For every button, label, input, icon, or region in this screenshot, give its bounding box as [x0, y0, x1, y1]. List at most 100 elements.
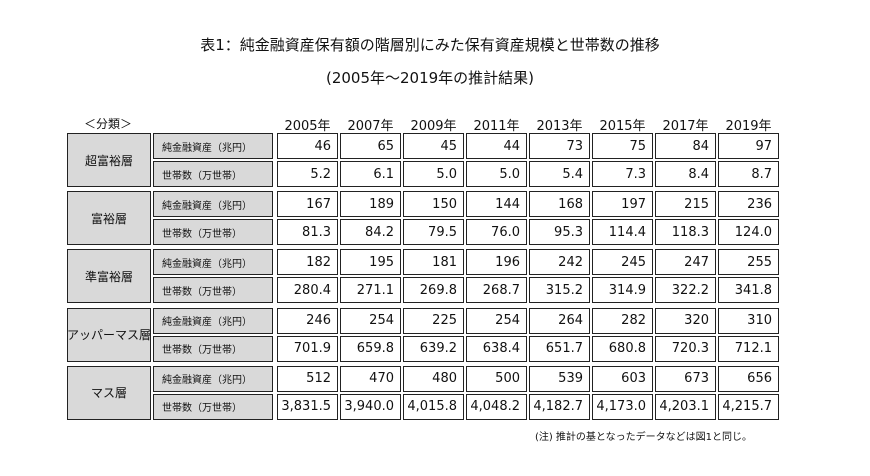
value-cell: 651.7	[529, 335, 590, 362]
category-label: ＜分類＞	[84, 117, 133, 131]
value-cell: 197	[592, 191, 653, 218]
value-cell: 254	[466, 307, 527, 334]
value-cell: 196	[466, 249, 527, 276]
value-cell: 638.4	[466, 335, 527, 362]
value-cell: 8.4	[655, 161, 716, 187]
value-cell: 7.3	[592, 161, 653, 187]
value-cell: 254	[340, 307, 401, 334]
group-name: マス層	[67, 365, 151, 420]
value-cell: 189	[340, 191, 401, 218]
value-cell: 500	[466, 365, 527, 392]
value-cell: 195	[340, 249, 401, 276]
value-cell: 95.3	[529, 219, 590, 246]
value-cell: 144	[466, 191, 527, 218]
value-cell: 114.4	[592, 219, 653, 246]
value-cell: 8.7	[718, 161, 779, 187]
row-label: 純金融資産（兆円）	[153, 365, 273, 392]
value-cell: 310	[718, 307, 779, 334]
year-header: 2011年	[473, 119, 520, 134]
value-cell: 255	[718, 249, 779, 276]
group-name: アッパーマス層	[67, 307, 151, 362]
value-cell: 97	[718, 133, 779, 159]
value-cell: 315.2	[529, 277, 590, 304]
row-label: 世帯数（万世帯）	[153, 277, 273, 304]
value-cell: 246	[277, 307, 338, 334]
row-label: 世帯数（万世帯）	[153, 219, 273, 246]
value-cell: 539	[529, 365, 590, 392]
value-cell: 314.9	[592, 277, 653, 304]
group-name: 富裕層	[67, 191, 151, 246]
row-label: 純金融資産（兆円）	[153, 133, 273, 159]
row-label: 純金融資産（兆円）	[153, 307, 273, 334]
value-cell: 44	[466, 133, 527, 159]
value-cell: 3,940.0	[340, 393, 401, 420]
value-cell: 5.4	[529, 161, 590, 187]
value-cell: 46	[277, 133, 338, 159]
value-cell: 225	[403, 307, 464, 334]
value-cell: 271.1	[340, 277, 401, 304]
value-cell: 639.2	[403, 335, 464, 362]
value-cell: 215	[655, 191, 716, 218]
row-label: 純金融資産（兆円）	[153, 249, 273, 276]
value-cell: 79.5	[403, 219, 464, 246]
value-cell: 65	[340, 133, 401, 159]
title: 表1：純金融資産保有額の階層別にみた保有資産規模と世帯数の推移	[200, 36, 660, 54]
value-cell: 84	[655, 133, 716, 159]
value-cell: 3,831.5	[277, 393, 338, 420]
value-cell: 4,215.7	[718, 393, 779, 420]
group-name: 準富裕層	[67, 249, 151, 304]
value-cell: 280.4	[277, 277, 338, 304]
value-cell: 4,048.2	[466, 393, 527, 420]
note: (注) 推計の基となったデータなどは図1と同じ。	[534, 432, 752, 443]
value-cell: 264	[529, 307, 590, 334]
group-name: 超富裕層	[67, 133, 151, 187]
value-cell: 720.3	[655, 335, 716, 362]
value-cell: 6.1	[340, 161, 401, 187]
value-cell: 341.8	[718, 277, 779, 304]
year-header: 2013年	[536, 119, 583, 134]
value-cell: 480	[403, 365, 464, 392]
value-cell: 76.0	[466, 219, 527, 246]
value-cell: 659.8	[340, 335, 401, 362]
value-cell: 182	[277, 249, 338, 276]
year-header: 2019年	[725, 119, 772, 134]
row-label: 世帯数（万世帯）	[153, 335, 273, 362]
value-cell: 268.7	[466, 277, 527, 304]
value-cell: 5.2	[277, 161, 338, 187]
year-header: 2009年	[410, 119, 457, 134]
value-cell: 124.0	[718, 219, 779, 246]
year-header: 2015年	[599, 119, 646, 134]
value-cell: 269.8	[403, 277, 464, 304]
value-cell: 4,173.0	[592, 393, 653, 420]
row-label: 純金融資産（兆円）	[153, 191, 273, 218]
value-cell: 45	[403, 133, 464, 159]
value-cell: 168	[529, 191, 590, 218]
value-cell: 673	[655, 365, 716, 392]
year-header: 2007年	[347, 119, 394, 134]
value-cell: 4,203.1	[655, 393, 716, 420]
value-cell: 712.1	[718, 335, 779, 362]
value-cell: 236	[718, 191, 779, 218]
value-cell: 5.0	[466, 161, 527, 187]
value-cell: 282	[592, 307, 653, 334]
value-cell: 245	[592, 249, 653, 276]
year-header: 2017年	[662, 119, 709, 134]
value-cell: 4,182.7	[529, 393, 590, 420]
value-cell: 118.3	[655, 219, 716, 246]
value-cell: 84.2	[340, 219, 401, 246]
value-cell: 470	[340, 365, 401, 392]
value-cell: 4,015.8	[403, 393, 464, 420]
value-cell: 75	[592, 133, 653, 159]
value-cell: 247	[655, 249, 716, 276]
value-cell: 701.9	[277, 335, 338, 362]
value-cell: 680.8	[592, 335, 653, 362]
value-cell: 656	[718, 365, 779, 392]
value-cell: 322.2	[655, 277, 716, 304]
value-cell: 73	[529, 133, 590, 159]
subtitle: (2005年～2019年の推計結果)	[325, 69, 535, 87]
value-cell: 167	[277, 191, 338, 218]
row-label: 世帯数（万世帯）	[153, 161, 273, 187]
row-label: 世帯数（万世帯）	[153, 393, 273, 420]
value-cell: 242	[529, 249, 590, 276]
